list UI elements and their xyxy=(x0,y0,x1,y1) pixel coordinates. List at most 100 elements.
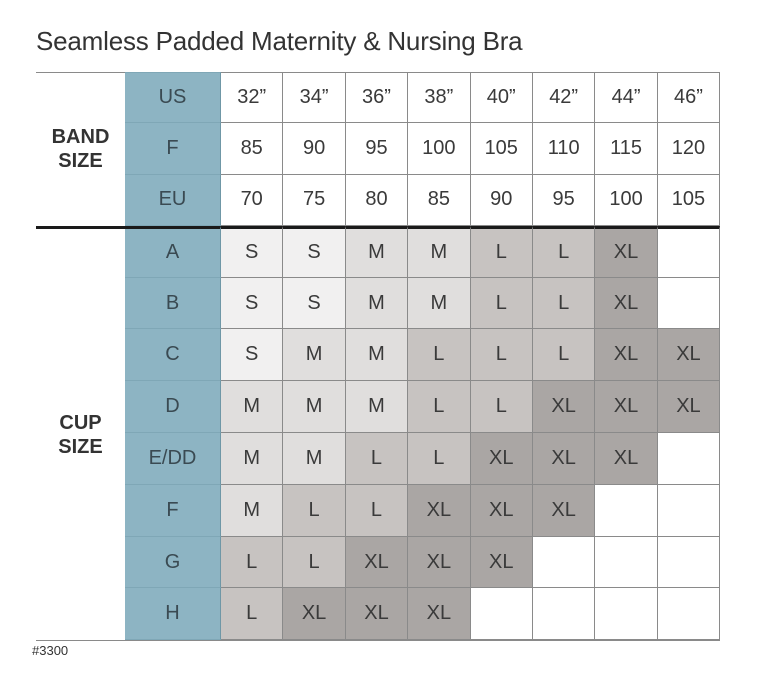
chart-title: Seamless Padded Maternity & Nursing Bra xyxy=(36,26,523,56)
size-cell xyxy=(657,588,721,641)
size-cell: L xyxy=(470,329,533,382)
size-cell: XL xyxy=(345,536,409,589)
size-cell: XL xyxy=(532,381,596,434)
size-cell xyxy=(532,536,596,589)
row-header-eu: EU xyxy=(125,174,221,226)
band-cell: 115 xyxy=(595,123,658,175)
size-cell: M xyxy=(345,329,409,382)
size-cell: M xyxy=(345,225,409,278)
size-cell xyxy=(595,588,658,641)
row-header-c: C xyxy=(125,329,221,382)
size-cell: M xyxy=(345,277,409,330)
size-cell: S xyxy=(221,225,284,278)
size-cell: XL xyxy=(595,381,658,434)
band-cell: 100 xyxy=(408,123,471,175)
size-cell: XL xyxy=(595,225,658,278)
size-cell: S xyxy=(221,329,284,382)
row-header-us: US xyxy=(125,72,221,124)
size-cell: M xyxy=(283,329,346,382)
size-cell xyxy=(470,588,533,641)
band-cell: 95 xyxy=(532,174,596,226)
size-cell: S xyxy=(221,277,284,330)
size-cell: L xyxy=(345,484,409,537)
band-cell: 105 xyxy=(470,123,533,175)
row-header-a: A xyxy=(125,225,221,278)
size-cell: M xyxy=(221,484,284,537)
band-cell: 80 xyxy=(345,174,409,226)
size-cell xyxy=(595,536,658,589)
row-header-f: F xyxy=(125,123,221,175)
size-cell: XL xyxy=(532,433,596,485)
band-cell: 75 xyxy=(283,174,346,226)
row-header-e-dd: E/DD xyxy=(125,433,221,485)
size-cell xyxy=(657,225,721,278)
band-cell: 110 xyxy=(532,123,596,175)
size-cell: S xyxy=(283,225,346,278)
band-cell: 38” xyxy=(408,72,471,124)
band-cell: 40” xyxy=(470,72,533,124)
size-cell: L xyxy=(408,329,471,382)
band-cell: 90 xyxy=(283,123,346,175)
size-cell: L xyxy=(470,277,533,330)
size-cell: XL xyxy=(408,588,471,641)
size-cell xyxy=(532,588,596,641)
size-cell: XL xyxy=(595,329,658,382)
band-cell: 42” xyxy=(532,72,596,124)
size-cell: M xyxy=(283,433,346,485)
size-cell: L xyxy=(221,588,284,641)
band-cell: 34” xyxy=(283,72,346,124)
size-cell: XL xyxy=(470,536,533,589)
band-cell: 70 xyxy=(221,174,284,226)
size-cell: L xyxy=(283,484,346,537)
band-cell: 100 xyxy=(595,174,658,226)
band-cell: 46” xyxy=(657,72,721,124)
size-cell: XL xyxy=(657,329,721,382)
product-code: #3300 xyxy=(32,643,69,658)
band-cell: 44” xyxy=(595,72,658,124)
size-cell: XL xyxy=(532,484,596,537)
size-cell: XL xyxy=(408,484,471,537)
row-header-b: B xyxy=(125,277,221,330)
size-cell: L xyxy=(532,329,596,382)
size-cell: XL xyxy=(345,588,409,641)
size-cell: M xyxy=(345,381,409,434)
size-cell xyxy=(657,277,721,330)
size-cell: L xyxy=(470,381,533,434)
size-cell: L xyxy=(532,225,596,278)
size-cell: M xyxy=(221,433,284,485)
size-cell: M xyxy=(283,381,346,434)
size-cell: M xyxy=(408,277,471,330)
band-cell: 90 xyxy=(470,174,533,226)
band-size-label: BAND SIZE xyxy=(36,72,125,226)
size-cell: M xyxy=(408,225,471,278)
size-cell: XL xyxy=(595,433,658,485)
size-cell xyxy=(595,484,658,537)
band-cell: 36” xyxy=(345,72,409,124)
size-cell: XL xyxy=(657,381,721,434)
band-cell: 105 xyxy=(657,174,721,226)
size-cell: L xyxy=(408,433,471,485)
size-cell: S xyxy=(283,277,346,330)
size-cell: L xyxy=(283,536,346,589)
size-cell: L xyxy=(532,277,596,330)
row-header-f: F xyxy=(125,484,221,537)
cup-size-label: CUP SIZE xyxy=(36,225,125,640)
row-header-g: G xyxy=(125,536,221,589)
size-cell xyxy=(657,536,721,589)
size-chart-table: BAND SIZE CUP SIZE US 32” 34” 36” 38” 40” 42” 44”… xyxy=(36,72,721,642)
band-cell: 85 xyxy=(408,174,471,226)
band-cell: 85 xyxy=(221,123,284,175)
size-cell: XL xyxy=(595,277,658,330)
size-cell: L xyxy=(221,536,284,589)
band-cell: 32” xyxy=(221,72,284,124)
row-header-d: D xyxy=(125,381,221,434)
size-cell: L xyxy=(345,433,409,485)
band-cell: 95 xyxy=(345,123,409,175)
size-cell: XL xyxy=(408,536,471,589)
size-cell: XL xyxy=(470,484,533,537)
band-cell: 120 xyxy=(657,123,721,175)
size-cell: XL xyxy=(470,433,533,485)
size-cell: M xyxy=(221,381,284,434)
row-header-h: H xyxy=(125,588,221,641)
size-cell: L xyxy=(470,225,533,278)
